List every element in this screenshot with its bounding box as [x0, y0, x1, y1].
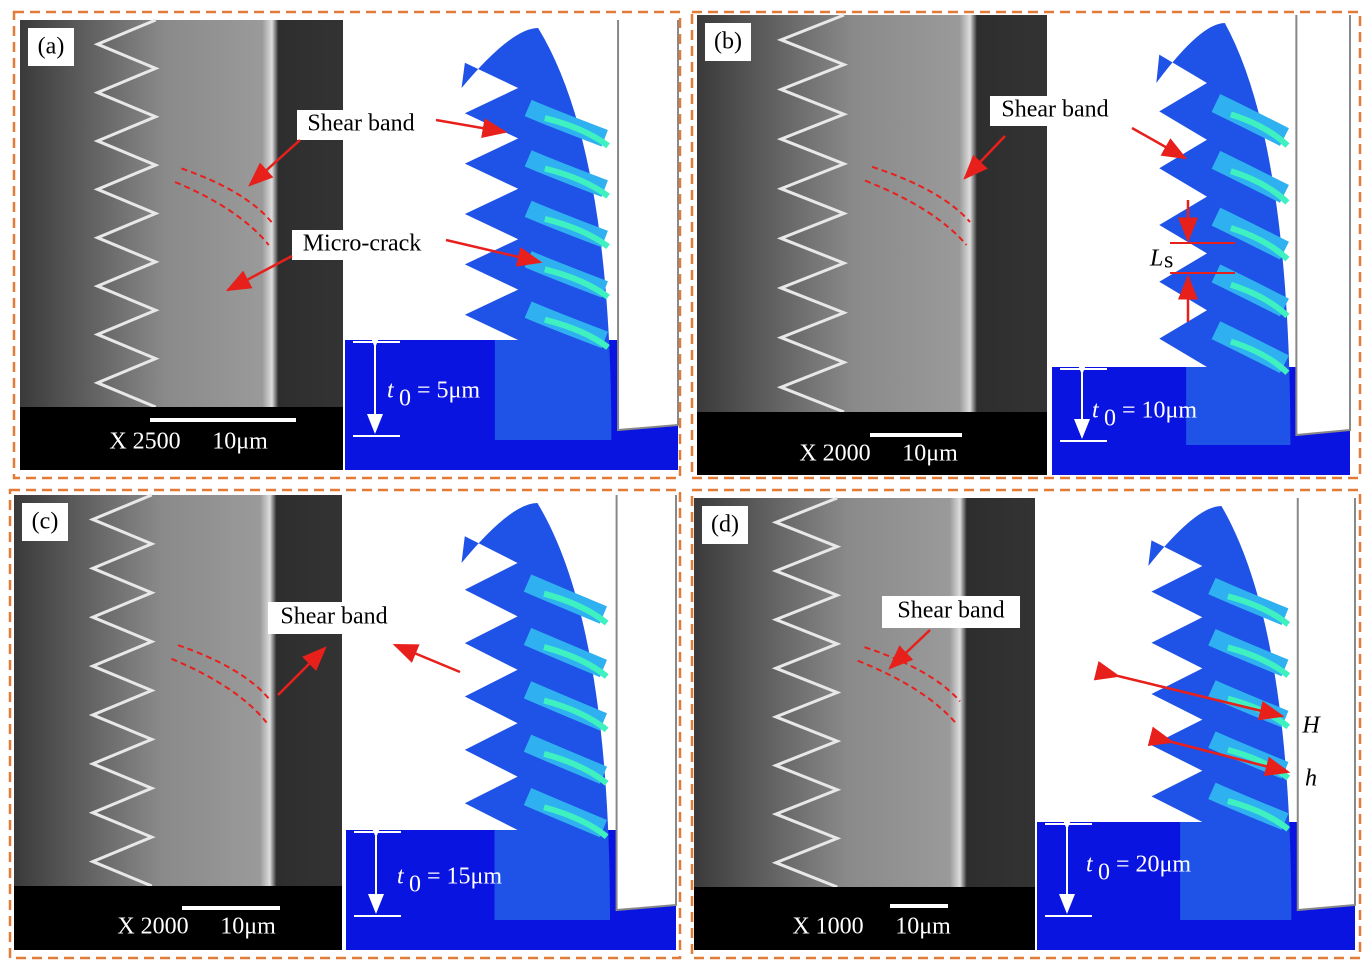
arrow [1147, 726, 1291, 777]
strain-peak [1229, 111, 1290, 148]
t0-subscript: 0 [1104, 406, 1116, 432]
t0-symbol: t [1092, 398, 1100, 424]
annotation: L [1149, 246, 1163, 272]
annotation: s [1164, 248, 1173, 274]
annotation-box [268, 602, 400, 634]
annotation: H [1301, 713, 1321, 739]
panel-frame [690, 488, 1362, 960]
tool [615, 495, 677, 912]
panel-label: (b) [714, 29, 742, 55]
t0-value: = 15μm [427, 864, 502, 890]
t0-value: = 20μm [1116, 852, 1191, 878]
strain-peak [1227, 798, 1291, 832]
tool [1296, 498, 1356, 912]
annotation: Shear band [307, 111, 414, 137]
strain-peak [1229, 225, 1290, 262]
scale-label: 10μm [212, 429, 268, 455]
annotation-box [990, 96, 1120, 126]
arrow [888, 629, 931, 670]
sem-info-bar [20, 407, 343, 470]
arrow [277, 646, 327, 696]
label-box [702, 506, 748, 544]
label-box [28, 28, 74, 66]
annotation: Shear band [280, 604, 387, 630]
sem-image [14, 495, 342, 950]
sem-teeth [93, 18, 160, 409]
sem-info-bar [14, 886, 342, 950]
t0-value: = 10μm [1122, 398, 1197, 424]
sem-image [694, 498, 1035, 950]
strain-peak [544, 165, 610, 199]
t0-symbol: t [1086, 852, 1094, 878]
shear-dash [177, 644, 271, 701]
shear-dash [171, 657, 268, 724]
arrow [445, 238, 543, 267]
arrow [248, 139, 301, 187]
t0-subscript: 0 [409, 872, 421, 898]
panel-frame [690, 10, 1362, 480]
label-box [705, 23, 751, 61]
scale-label: 10μm [895, 914, 951, 940]
scale-label: 10μm [902, 441, 958, 467]
t0-symbol: t [397, 864, 405, 890]
annotation: Shear band [1001, 97, 1108, 123]
arrow [1093, 660, 1285, 721]
annotation-box [882, 596, 1020, 628]
magnification: X 2000 [799, 441, 870, 467]
scale-label: 10μm [220, 914, 276, 940]
shear-dash [181, 167, 273, 224]
tool [617, 20, 679, 432]
annotation: h [1305, 766, 1317, 792]
panel-label: (c) [32, 509, 59, 535]
strain-peak [544, 266, 610, 300]
strain-peak [1227, 593, 1291, 627]
strain-peak [543, 697, 609, 733]
panel-label: (d) [711, 512, 739, 538]
t0-value: = 5μm [417, 378, 480, 404]
strain-peak [544, 215, 610, 250]
sem-image [20, 20, 343, 470]
label-box [22, 503, 68, 541]
panel-frame [12, 10, 682, 480]
strain-peak [543, 750, 609, 786]
arrow [225, 254, 293, 292]
shear-dash [174, 181, 270, 246]
shear-dash [857, 659, 958, 725]
tool [1295, 15, 1351, 437]
magnification: X 2500 [109, 429, 180, 455]
arrow [392, 643, 461, 674]
t0-symbol: t [387, 378, 395, 404]
arrow [963, 135, 1006, 180]
annotation-box [292, 230, 432, 260]
t0-subscript: 0 [1098, 860, 1110, 886]
strain-peak [1229, 281, 1290, 319]
sem-teeth [88, 493, 156, 888]
magnification: X 2000 [117, 914, 188, 940]
strain-peak [1229, 168, 1290, 205]
annotation: Micro-crack [303, 231, 422, 257]
arrow [435, 118, 508, 138]
sem-info-bar [694, 887, 1035, 950]
sem-teeth [776, 13, 849, 414]
magnification: X 1000 [792, 914, 863, 940]
shear-dash [871, 165, 971, 223]
strain-peak [1229, 338, 1290, 375]
sem-info-bar [697, 412, 1047, 475]
strain-peak [544, 115, 610, 149]
t0-subscript: 0 [399, 386, 411, 412]
annotation-box [297, 110, 425, 140]
strain-peak [543, 590, 609, 626]
sem-image [697, 15, 1047, 475]
strain-peak [543, 644, 609, 679]
shear-dash [864, 179, 968, 246]
strain-peak [544, 316, 610, 350]
panel-label: (a) [38, 34, 65, 60]
shear-dash [864, 646, 961, 703]
sem-teeth [771, 496, 842, 889]
annotation: Shear band [897, 598, 1004, 624]
strain-peak [543, 804, 609, 840]
arrow [1131, 126, 1188, 160]
panel-frame [8, 488, 682, 960]
